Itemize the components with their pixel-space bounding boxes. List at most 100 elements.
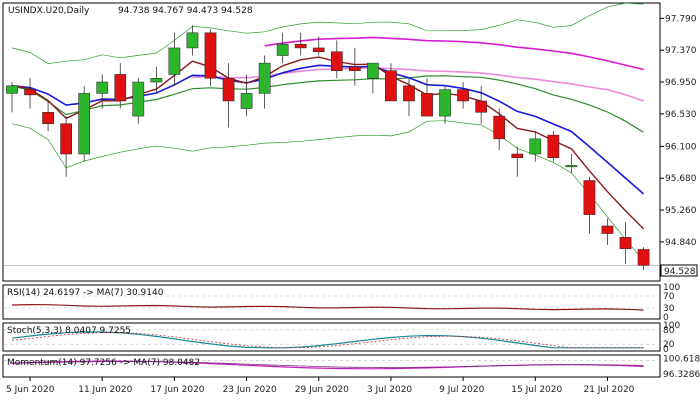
y-tick-label: 95.680: [665, 174, 697, 184]
sub-y-tick-label: 0: [663, 345, 669, 355]
candle: [619, 222, 632, 264]
sub-y-tick-label: 100: [663, 321, 680, 331]
candle-body: [240, 93, 253, 109]
sub-y-tick-label: 100: [663, 283, 680, 293]
candle-body: [114, 74, 127, 102]
candle-body: [439, 89, 451, 117]
y-tick-label: 97.790: [665, 14, 697, 24]
candle-body: [150, 77, 163, 83]
candle: [312, 36, 325, 56]
candle-body: [258, 62, 271, 94]
candle: [367, 62, 379, 94]
candle-body: [457, 89, 469, 102]
candle-body: [96, 81, 109, 94]
sub-y-tick-label: 96.3286: [663, 370, 700, 380]
sub-y-tick-label: 20: [663, 340, 675, 350]
candle: [493, 108, 506, 151]
candle-body: [547, 134, 560, 159]
candle-body: [330, 51, 343, 71]
momentum-panel-frame: [2, 354, 661, 378]
candle: [114, 63, 127, 109]
y-tick-label: 96.100: [665, 142, 697, 152]
y-tick-label: 95.260: [665, 206, 697, 216]
y-tick-label: 97.370: [665, 46, 697, 56]
candle: [457, 82, 469, 109]
rsi-panel-frame: [2, 284, 661, 320]
last-price-tag: 94.528: [660, 264, 698, 277]
candle: [24, 78, 36, 109]
sub-y-tick-label: 0: [663, 313, 669, 323]
momentum-title: Momentum(14) 97.7256 -> MA(7) 98.0482: [7, 358, 200, 368]
x-tick-label: 17 Jun 2020: [150, 385, 204, 395]
candle-body: [60, 123, 72, 155]
price-layer: [4, 2, 660, 270]
y-tick-label: 96.950: [665, 78, 697, 88]
candle: [240, 74, 253, 117]
indicator-layer: [4, 295, 658, 370]
candle: [529, 131, 542, 162]
candle: [439, 85, 451, 124]
candle-body: [367, 62, 379, 79]
candle-body: [637, 249, 650, 266]
y-tick-label: 94.840: [665, 238, 697, 248]
rsi-title: RSI(14) 24.6197 -> MA(7) 30.9140: [7, 288, 164, 298]
candle-body: [294, 43, 307, 49]
sub-y-tick-label: 80: [663, 326, 675, 336]
candle-body: [421, 93, 433, 117]
sub-y-tick-label: 30: [663, 304, 675, 314]
candle: [475, 85, 488, 124]
ohlc-readout: 94.738 94.767 94.473 94.528: [118, 6, 253, 16]
x-tick-label: 23 Jun 2020: [223, 385, 277, 395]
candle: [601, 218, 614, 245]
candle-body: [475, 100, 488, 113]
candle: [60, 116, 72, 177]
stoch-d-line: [11, 332, 644, 349]
candle-body: [349, 66, 361, 71]
candle-body: [511, 153, 524, 159]
candle-body: [583, 180, 596, 215]
candle: [276, 32, 289, 64]
candle: [42, 100, 54, 132]
candle-body: [168, 47, 181, 75]
candle: [565, 154, 578, 173]
candle: [258, 55, 271, 109]
x-tick-label: 15 Jul 2020: [511, 385, 562, 395]
candle-body: [42, 112, 54, 124]
candle: [150, 66, 163, 94]
x-tick-label: 29 Jun 2020: [295, 385, 349, 395]
chart-title: USINDX.U20,Daily: [8, 6, 90, 16]
candle-body: [186, 32, 199, 49]
candle-body: [493, 115, 506, 140]
main-panel-frame: [2, 2, 661, 282]
ma-green-line: [11, 75, 644, 133]
candle-body: [276, 43, 289, 56]
stoch-panel-frame: [2, 322, 661, 352]
sub-y-tick-label: 70: [663, 292, 675, 302]
candle: [186, 25, 199, 56]
candle: [294, 32, 307, 56]
candle-body: [385, 70, 397, 102]
candle: [403, 78, 415, 117]
candle-body: [204, 32, 217, 79]
candle: [385, 63, 397, 102]
candle-body: [222, 77, 235, 102]
candle: [6, 82, 18, 113]
candle: [547, 131, 560, 162]
bollinger-lower-line: [11, 120, 644, 261]
last-price-label: 94.528: [664, 267, 696, 277]
candle: [204, 29, 217, 86]
candle: [421, 78, 433, 117]
candle: [168, 32, 181, 86]
candle: [583, 176, 596, 234]
candle: [222, 63, 235, 128]
sub-y-tick-label: 100.6185: [663, 354, 700, 364]
x-tick-label: 3 Jul 2020: [367, 385, 412, 395]
candle-body: [312, 47, 325, 52]
rsi-line: [11, 303, 644, 311]
candle-body: [601, 225, 614, 234]
candle: [637, 247, 650, 270]
candle-body: [78, 93, 91, 155]
ma-magenta-line: [264, 36, 644, 71]
